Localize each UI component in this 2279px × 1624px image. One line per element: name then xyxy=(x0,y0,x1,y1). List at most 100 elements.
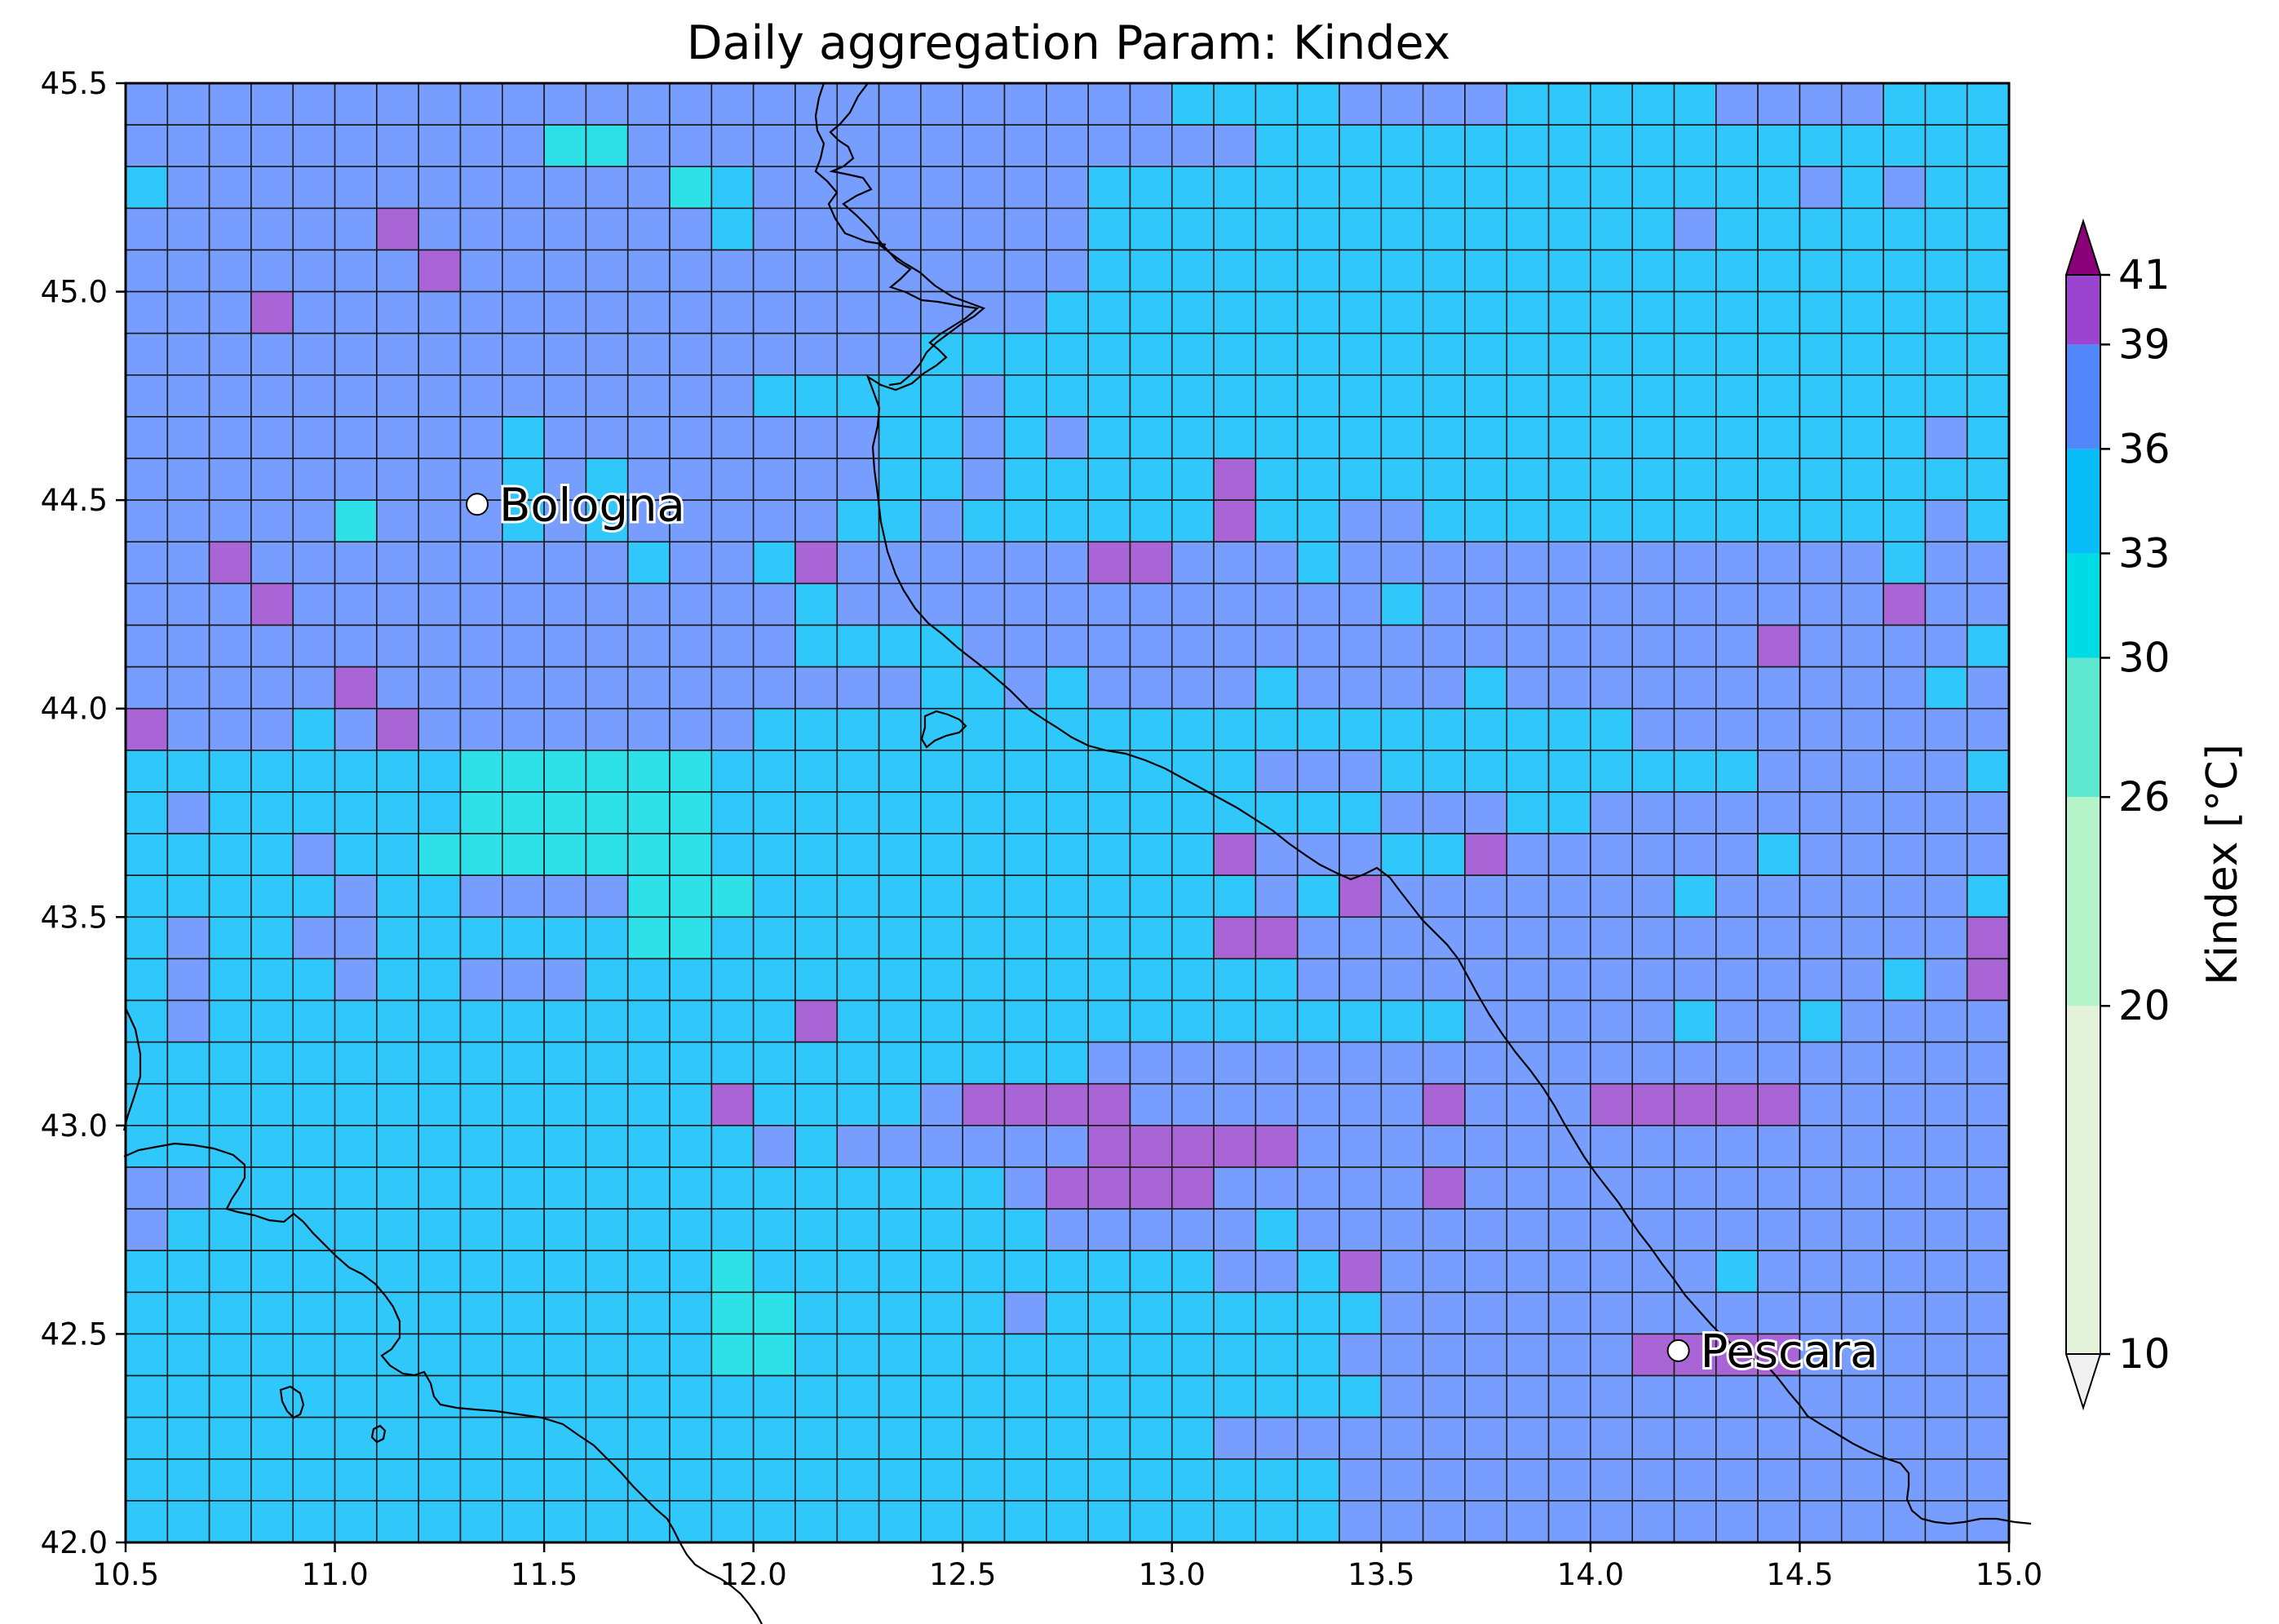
grid-cell xyxy=(1673,1250,1717,1294)
grid-cell xyxy=(208,707,252,751)
grid-cell xyxy=(543,124,587,168)
grid-cell xyxy=(1799,1250,1843,1294)
colorbar-over-triangle xyxy=(2064,218,2102,276)
grid-cell xyxy=(1213,750,1257,793)
grid-cell xyxy=(250,833,294,876)
grid-cell xyxy=(1422,1041,1466,1085)
grid-cell xyxy=(334,416,378,459)
grid-cell xyxy=(1840,874,1884,918)
grid-cell xyxy=(459,1416,503,1460)
grid-cell xyxy=(1840,541,1884,585)
grid-cell xyxy=(669,1291,713,1335)
grid-cell xyxy=(1840,666,1884,710)
grid-cell xyxy=(1506,1416,1550,1460)
grid-cell xyxy=(418,1250,462,1294)
grid-cell xyxy=(1464,1374,1508,1418)
grid-cell xyxy=(1170,124,1215,168)
grid-cell xyxy=(1673,1041,1717,1085)
grid-cell xyxy=(125,666,169,710)
grid-cell xyxy=(1003,82,1047,126)
grid-cell xyxy=(1506,707,1550,751)
grid-cell xyxy=(166,999,210,1043)
grid-cell xyxy=(1924,1333,1968,1377)
grid-cell xyxy=(752,582,796,626)
grid-cell xyxy=(1170,499,1215,543)
grid-cell xyxy=(878,707,922,751)
grid-cell xyxy=(501,499,545,543)
grid-cell xyxy=(752,499,796,543)
grid-cell xyxy=(878,1082,922,1126)
grid-cell xyxy=(1296,1082,1340,1126)
grid-cell xyxy=(250,1333,294,1377)
x-tick-label: 13.5 xyxy=(1347,1557,1414,1592)
grid-cell xyxy=(501,666,545,710)
grid-cell xyxy=(878,916,922,960)
grid-cell xyxy=(1046,1291,1089,1335)
grid-cell xyxy=(166,166,210,210)
grid-cell xyxy=(1003,1416,1047,1460)
grid-cell xyxy=(752,332,796,376)
grid-cell xyxy=(1046,1125,1089,1168)
grid-cell xyxy=(1883,999,1927,1043)
grid-cell xyxy=(1757,582,1801,626)
grid-cell xyxy=(1255,958,1299,1002)
grid-cell xyxy=(501,374,545,418)
grid-cell xyxy=(920,1374,964,1418)
grid-cell xyxy=(1213,1291,1257,1335)
grid-cell xyxy=(1715,1250,1759,1294)
grid-cell xyxy=(1799,1458,1843,1502)
grid-cell xyxy=(334,958,378,1002)
grid-cell xyxy=(585,541,629,585)
grid-cell xyxy=(292,1041,336,1085)
grid-cell xyxy=(1757,458,1801,501)
colorbar-tick-label: 10 xyxy=(2118,1330,2171,1378)
grid-cell xyxy=(334,541,378,585)
grid-cell xyxy=(1924,707,1968,751)
grid-cell xyxy=(166,207,210,251)
grid-cell xyxy=(1506,541,1550,585)
grid-cell xyxy=(1757,1250,1801,1294)
grid-cell xyxy=(1213,1333,1257,1377)
grid-cell xyxy=(1673,874,1717,918)
grid-cell xyxy=(418,416,462,459)
grid-cell xyxy=(1339,249,1383,293)
grid-cell xyxy=(1715,332,1759,376)
grid-cell xyxy=(459,249,503,293)
grid-cell xyxy=(794,624,839,668)
grid-cell xyxy=(166,1166,210,1210)
grid-cell xyxy=(1590,1291,1634,1335)
grid-cell xyxy=(794,999,839,1043)
grid-cell xyxy=(1003,124,1047,168)
grid-cell xyxy=(1170,290,1215,334)
grid-cell xyxy=(1883,1458,1927,1502)
grid-cell xyxy=(250,582,294,626)
grid-cell xyxy=(1422,207,1466,251)
grid-cell xyxy=(166,750,210,793)
grid-cell xyxy=(752,833,796,876)
grid-cell xyxy=(292,1416,336,1460)
grid-cell xyxy=(794,207,839,251)
grid-cell xyxy=(1506,1250,1550,1294)
grid-cell xyxy=(1213,1374,1257,1418)
grid-cell xyxy=(292,833,336,876)
grid-cell xyxy=(1296,1125,1340,1168)
grid-cell xyxy=(1380,999,1424,1043)
grid-cell xyxy=(418,458,462,501)
grid-cell xyxy=(1464,124,1508,168)
grid-cell xyxy=(920,874,964,918)
grid-cell xyxy=(1129,1291,1173,1335)
grid-cell xyxy=(1924,166,1968,210)
city-label: Pescara xyxy=(1701,1325,1879,1378)
grid-cell xyxy=(1422,958,1466,1002)
grid-cell xyxy=(1380,707,1424,751)
grid-cell xyxy=(1631,416,1675,459)
grid-cell xyxy=(1339,82,1383,126)
grid-cell xyxy=(1464,1041,1508,1085)
grid-cell xyxy=(878,999,922,1043)
grid-cell xyxy=(208,1333,252,1377)
grid-cell xyxy=(669,290,713,334)
grid-cell xyxy=(1255,1082,1299,1126)
grid-cell xyxy=(1296,582,1340,626)
grid-cell xyxy=(1129,1082,1173,1126)
